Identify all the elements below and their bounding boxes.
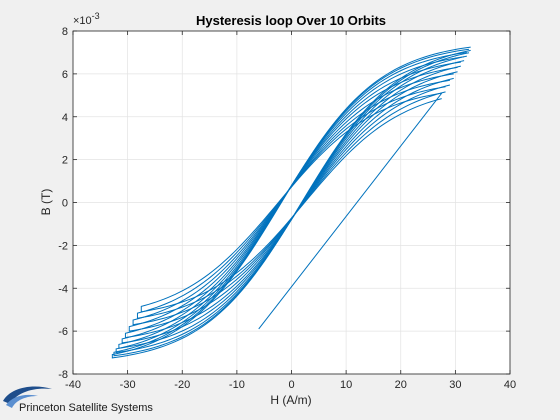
x-axis-label: H (A/m)	[270, 393, 311, 407]
initial-magnetization-line	[258, 92, 443, 330]
hysteresis-loop-line	[128, 73, 454, 332]
x-tick-label: 20	[395, 379, 407, 391]
hysteresis-loop-line	[140, 92, 442, 313]
x-tick-label: -10	[229, 379, 245, 391]
hysteresis-loop-line	[121, 61, 461, 344]
company-logo: Princeton Satellite Systems	[3, 386, 153, 414]
y-tick-label: 4	[62, 112, 68, 124]
y-tick-label: -6	[58, 326, 68, 338]
y-exponent-base: ×10	[73, 15, 92, 27]
y-tick-label: -4	[58, 283, 68, 295]
hysteresis-loop-line	[118, 56, 465, 349]
y-tick-label: 8	[62, 26, 68, 38]
logo-swoosh-icon	[3, 386, 52, 404]
plot-lines	[111, 46, 471, 359]
x-tick-label: 30	[449, 379, 461, 391]
y-tick-label: 2	[62, 155, 68, 167]
hysteresis-loop-line	[132, 79, 451, 326]
hysteresis-loop-line	[124, 66, 458, 339]
y-tick-label: 0	[62, 198, 68, 210]
y-exponent-power: -3	[92, 11, 100, 21]
logo-swoosh-inner-icon	[6, 394, 38, 408]
x-tick-label: -40	[65, 379, 81, 391]
x-tick-label: 40	[504, 379, 516, 391]
hysteresis-loop-line	[111, 46, 471, 359]
hysteresis-loop-line	[136, 86, 446, 319]
y-tick-label: -2	[58, 240, 68, 252]
chart-title: Hysteresis loop Over 10 Orbits	[196, 13, 386, 28]
x-tick-label: -30	[120, 379, 136, 391]
x-tick-label: 0	[288, 379, 294, 391]
x-tick-label: 10	[340, 379, 352, 391]
company-name: Princeton Satellite Systems	[19, 402, 153, 414]
y-axis-label: B (T)	[39, 189, 53, 216]
y-tick-label: -8	[58, 369, 68, 381]
x-tick-label: -20	[174, 379, 190, 391]
y-exponent: ×10-3	[73, 11, 100, 27]
hysteresis-loop-line	[115, 51, 467, 354]
y-tick-label: 6	[62, 69, 68, 81]
